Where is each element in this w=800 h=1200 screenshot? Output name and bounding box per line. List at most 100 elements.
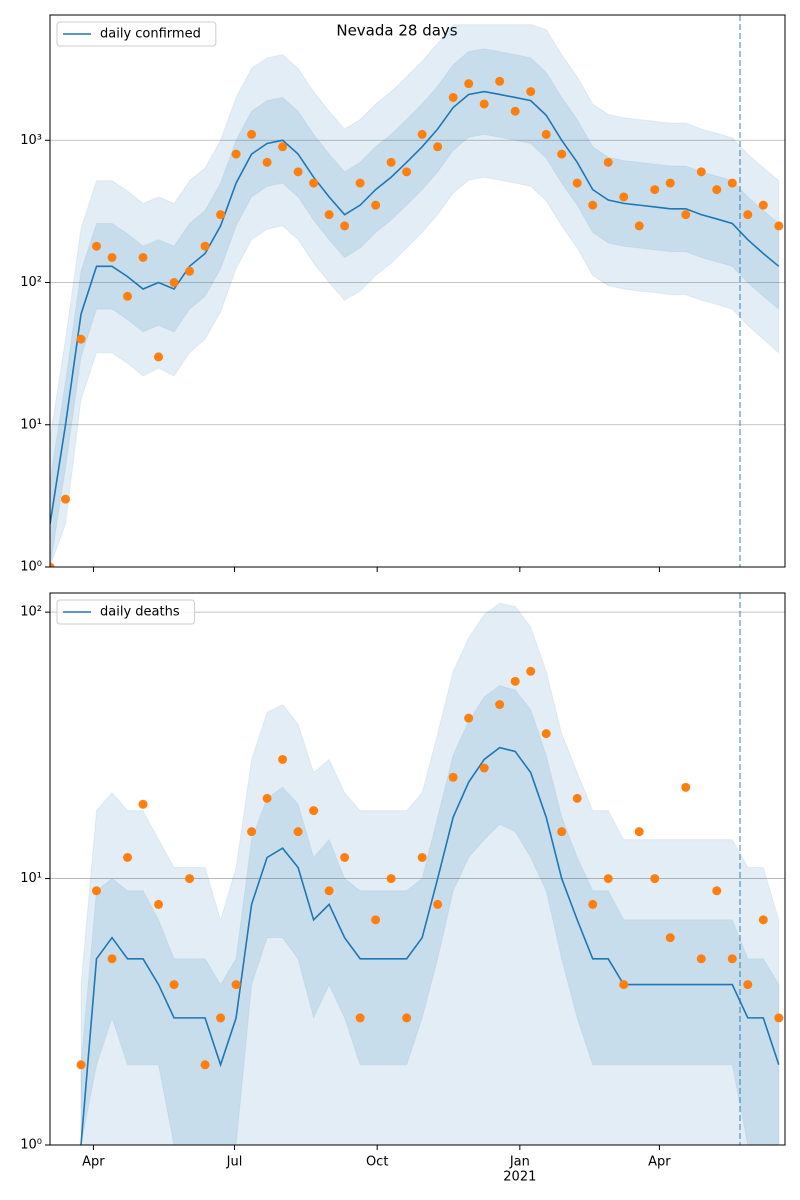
scatter-point [557,149,567,159]
scatter-point [495,76,505,86]
scatter-point [50,562,55,567]
scatter-point [758,200,768,210]
x-tick-label: Apr [82,1155,105,1170]
scatter-point [433,142,443,152]
scatter-point [92,886,102,896]
scatter-point [681,782,691,792]
y-tick-label: 10¹ [20,417,42,432]
scatter-point [216,210,226,220]
scatter-point [696,167,706,177]
x-tick-label: Oct [366,1155,388,1170]
scatter-point [231,980,241,990]
scatter-point [650,185,660,195]
scatter-point [123,291,133,301]
x-tick-label: Jan [509,1155,530,1170]
scatter-point [355,178,365,188]
y-tick-label: 10² [20,275,42,290]
scatter-point [572,178,582,188]
scatter-point [185,266,195,276]
scatter-point [231,149,241,159]
scatter-point [417,852,427,862]
scatter-point [200,1060,210,1070]
axes-frame [49,592,786,1146]
scatter-point [355,1013,365,1023]
scatter-point [278,142,288,152]
confidence-band [50,24,780,567]
chart-title: Nevada 28 days [336,22,457,40]
scatter-point [681,210,691,220]
legend-label: daily confirmed [100,27,201,42]
scatter-point [603,874,613,884]
x-tick-label: Jul [226,1155,243,1170]
scatter-point [588,899,598,909]
scatter-point [448,772,458,782]
scatter-point [541,129,551,139]
scatter-point [665,178,675,188]
scatter-point [371,915,381,925]
scatter-point [309,178,319,188]
scatter-point [138,252,148,262]
scatter-point [76,334,86,344]
scatter-point [293,827,303,837]
scatter-point [278,754,288,764]
scatter-point [712,886,722,896]
scatter-point [526,666,536,676]
scatter-point [371,200,381,210]
legend: daily deaths [56,599,196,625]
legend-box [56,21,217,47]
scatter-point [123,852,133,862]
scatter-point [712,185,722,195]
x-tick-label: Apr [648,1155,671,1170]
scatter-point [603,157,613,167]
confidence-band [80,602,780,1145]
scatter-point [464,713,474,723]
series-line [80,746,780,1145]
scatter-point [324,886,334,896]
scatter-point [417,129,427,139]
scatter-point [619,192,629,202]
y-tick-label: 10² [20,605,42,620]
scatter-point [774,221,784,231]
plot-area [76,602,784,1145]
scatter-point [448,92,458,102]
scatter-point [402,1013,412,1023]
legend: daily confirmed [56,21,217,47]
scatter-point [340,852,350,862]
scatter-point [185,874,195,884]
scatter-point [510,676,520,686]
scatter-point [107,954,117,964]
scatter-point [650,874,660,884]
plot-area [50,24,784,567]
scatter-point [634,221,644,231]
scatter-point [479,99,489,109]
legend-label: daily deaths [100,605,180,620]
scatter-point [774,1013,784,1023]
scatter-point [727,178,737,188]
scatter-point [727,954,737,964]
scatter-point [247,129,257,139]
scatter-point [526,87,536,97]
scatter-point [758,915,768,925]
scatter-point [634,827,644,837]
scatter-point [433,899,443,909]
scatter-point [61,494,71,504]
scatter-point [107,252,117,262]
scatter-point [495,700,505,710]
scatter-point [76,1060,86,1070]
y-tick-label: 10³ [20,133,42,148]
scatter-point [588,200,598,210]
scatter-point [696,954,706,964]
scatter-point [510,106,520,116]
scatter-point [340,221,350,231]
scatter-point [262,793,272,803]
y-tick-label: 10¹ [20,871,42,886]
scatter-point [262,157,272,167]
series-line [50,90,780,525]
legend-box [56,599,196,625]
scatter-point [743,980,753,990]
axes-frame [49,14,786,568]
scatter-point [169,278,179,288]
scatter-point [324,210,334,220]
scatter-point [200,241,210,251]
